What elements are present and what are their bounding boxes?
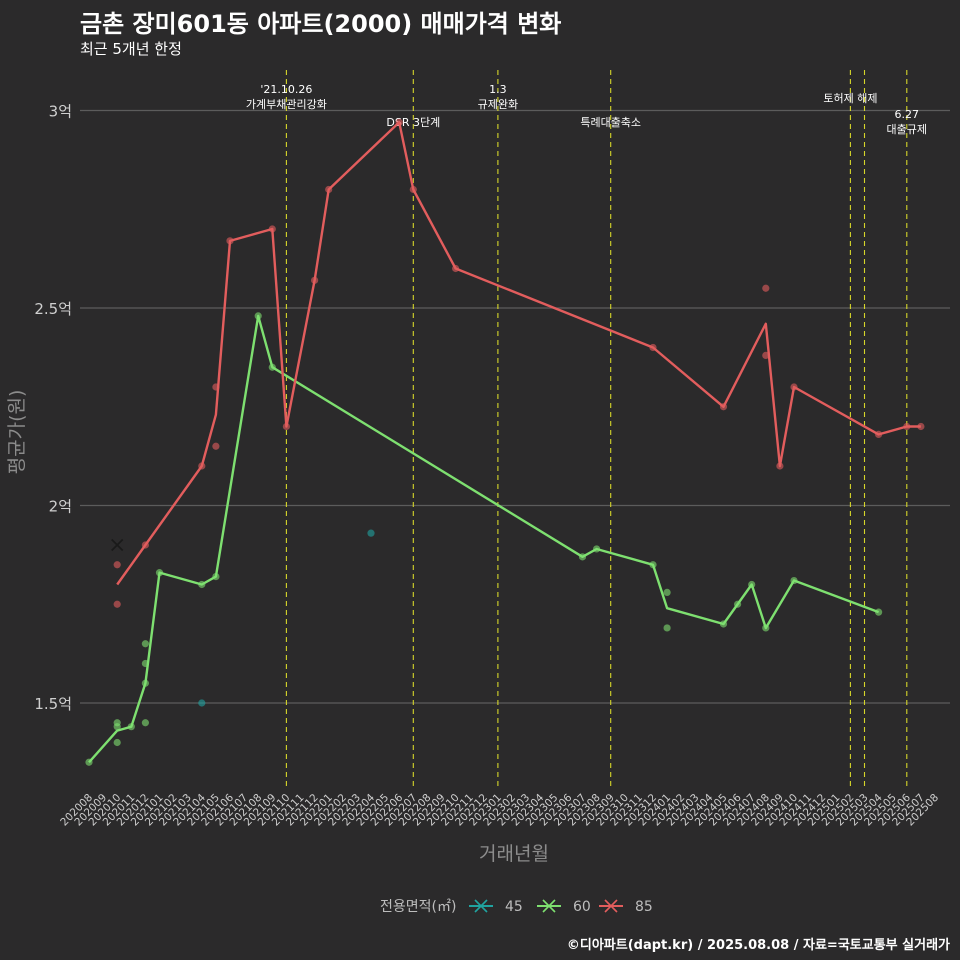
legend-item-45: 45	[469, 899, 523, 915]
x-marker	[111, 538, 124, 552]
data-point	[113, 738, 121, 747]
y-tick-label: 2억	[49, 498, 72, 516]
y-tick-label: 3억	[49, 103, 72, 121]
data-point	[113, 561, 121, 569]
data-point	[141, 640, 149, 648]
x-axis-label: 거래년월	[479, 843, 549, 865]
series-45	[198, 529, 375, 707]
legend-label: 45	[505, 899, 523, 915]
y-axis-label: 평균가(원)	[6, 390, 28, 475]
legend-title: 전용면적(㎡)	[380, 899, 456, 915]
event-label: 규제완화	[478, 98, 518, 111]
gridlines	[80, 109, 950, 704]
legend-item-85: 85	[599, 899, 653, 915]
series-line	[88, 314, 880, 764]
y-tick-label: 1.5억	[34, 695, 72, 713]
data-point	[113, 719, 121, 727]
legend-key-marker	[604, 899, 618, 913]
legend-label: 60	[573, 899, 591, 915]
chart-title: 금촌 장미601동 아파트(2000) 매매가격 변화	[80, 10, 562, 38]
x-axis-ticks: 2020082020092020102020112020122021012021…	[58, 791, 941, 828]
event-label: 대출규제	[887, 123, 927, 136]
data-point	[113, 600, 121, 608]
series-line	[116, 121, 921, 586]
data-point	[663, 588, 671, 597]
series-layer	[85, 118, 925, 766]
event-label: 토허제 해제	[823, 91, 877, 105]
data-point	[141, 719, 149, 727]
legend-item-60: 60	[537, 899, 591, 915]
series-85	[111, 118, 925, 608]
data-point	[663, 624, 671, 632]
legend-label: 85	[635, 899, 653, 915]
data-point	[198, 699, 206, 707]
chart-subtitle: 최근 5개년 한정	[80, 40, 182, 58]
event-label: 6.27	[895, 108, 920, 121]
event-label: 특례대출축소	[580, 116, 641, 129]
legend-key-marker	[542, 899, 556, 913]
legend-key-marker	[474, 899, 488, 913]
event-label: '21.10.26	[260, 83, 312, 96]
data-point	[762, 284, 770, 292]
data-point	[367, 529, 375, 537]
y-axis-ticks: 1.5억 2억 2.5억 3억	[34, 103, 72, 714]
y-tick-label: 2.5억	[34, 300, 72, 318]
event-label: 가계부채관리강화	[246, 98, 327, 111]
data-point	[212, 442, 220, 450]
source-caption: ©디아파트(dapt.kr) / 2025.08.08 / 자료=국토교통부 실…	[566, 938, 950, 953]
event-label: 1.3	[489, 83, 507, 96]
series-60	[85, 312, 883, 766]
legend: 전용면적(㎡) 45 60 85	[380, 899, 653, 915]
